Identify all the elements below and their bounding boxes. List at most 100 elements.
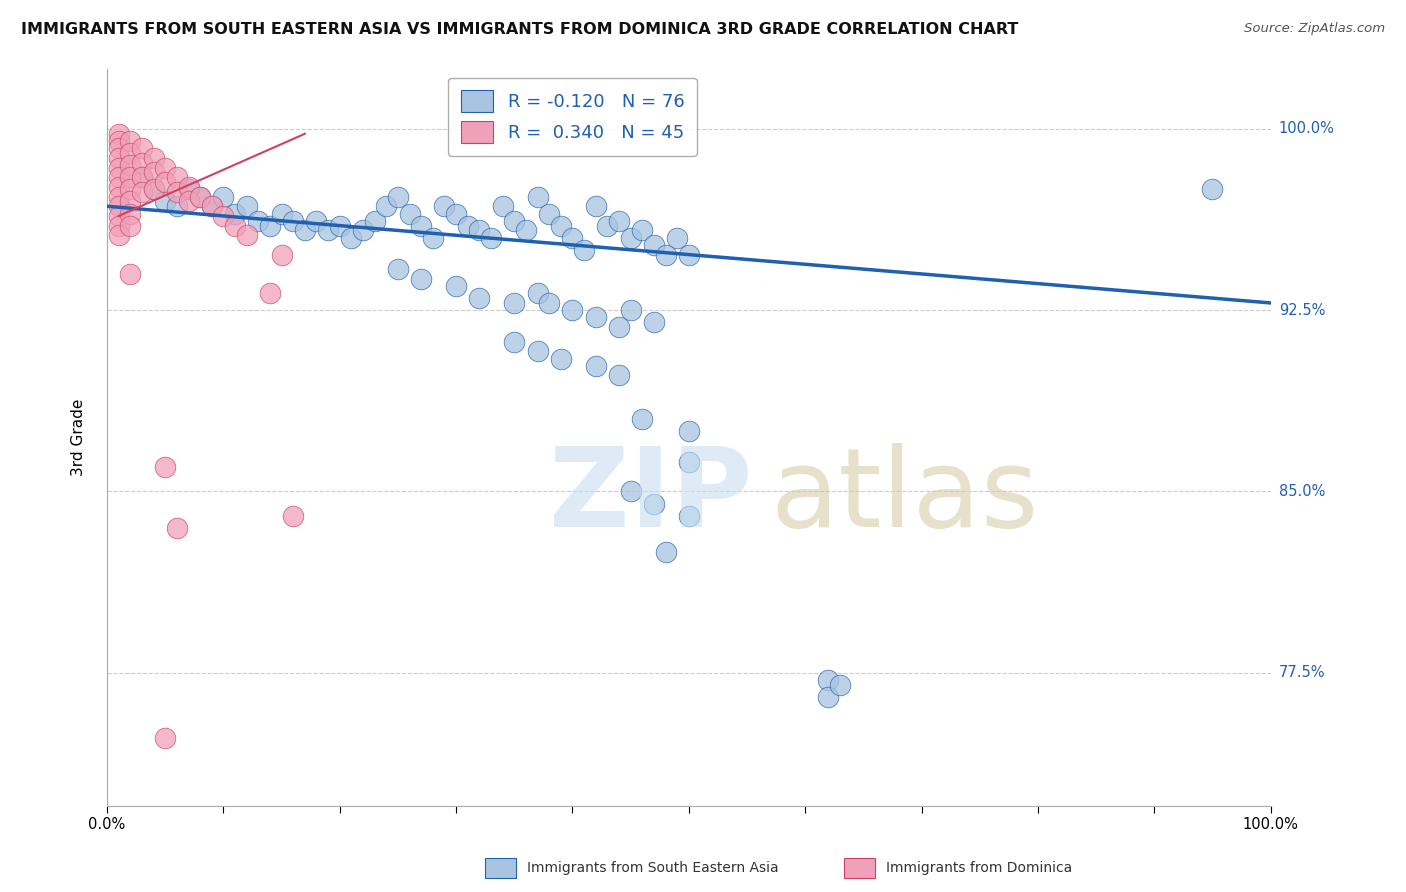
Point (585, 199, 607, 213)
Point (643, 496, 665, 510)
Point (212, 189, 235, 203)
Point (107, 189, 129, 203)
Point (120, 206, 142, 220)
Point (166, 521, 188, 535)
Point (503, 296, 526, 310)
Point (107, 228, 129, 243)
Point (270, 206, 292, 220)
Text: IMMIGRANTS FROM SOUTH EASTERN ASIA VS IMMIGRANTS FROM DOMINICA 3RD GRADE CORRELA: IMMIGRANTS FROM SOUTH EASTERN ASIA VS IM… (21, 22, 1018, 37)
Legend: R = -0.120   N = 76, R =  0.340   N = 45: R = -0.120 N = 76, R = 0.340 N = 45 (449, 78, 697, 156)
Point (596, 219, 619, 233)
Point (620, 484, 643, 499)
Point (631, 412, 654, 426)
Point (107, 209, 129, 223)
Point (131, 170, 153, 185)
Point (177, 194, 200, 209)
Point (550, 219, 572, 233)
Point (1201, 182, 1223, 196)
Point (340, 230, 363, 244)
Point (526, 344, 548, 359)
Text: Immigrants from South Eastern Asia: Immigrants from South Eastern Asia (527, 861, 779, 875)
Point (131, 141, 153, 155)
Point (107, 134, 129, 148)
Point (411, 219, 433, 233)
Point (526, 189, 548, 203)
Point (247, 213, 270, 227)
Point (107, 141, 129, 155)
Point (585, 359, 607, 373)
Point (363, 213, 385, 227)
Point (643, 315, 665, 329)
Text: 77.5%: 77.5% (1279, 665, 1326, 681)
Point (188, 189, 211, 203)
Point (166, 185, 188, 199)
Point (387, 262, 409, 277)
Point (270, 247, 292, 261)
Point (538, 296, 561, 310)
Point (678, 424, 700, 438)
Point (468, 223, 491, 237)
Point (352, 223, 374, 237)
Point (142, 182, 165, 196)
Point (188, 189, 211, 203)
Point (585, 310, 607, 325)
Text: Immigrants from Dominica: Immigrants from Dominica (886, 861, 1071, 875)
Point (259, 219, 281, 233)
Point (643, 238, 665, 252)
Point (515, 223, 537, 237)
Point (817, 673, 839, 687)
Point (107, 219, 129, 233)
Point (120, 182, 142, 196)
Point (107, 180, 129, 194)
Point (422, 230, 444, 244)
Point (572, 243, 595, 257)
Point (526, 286, 548, 301)
Point (107, 199, 129, 213)
Point (387, 189, 409, 203)
Point (155, 460, 177, 475)
Point (120, 194, 142, 209)
Text: ZIP: ZIP (550, 442, 752, 549)
Point (177, 182, 200, 196)
Point (283, 508, 305, 523)
Point (444, 206, 467, 220)
Point (107, 170, 129, 185)
Point (177, 180, 200, 194)
Point (678, 247, 700, 261)
Point (224, 206, 246, 220)
Point (120, 170, 142, 185)
Point (550, 351, 572, 366)
Point (142, 165, 165, 179)
Point (468, 291, 491, 305)
Point (294, 223, 316, 237)
Point (155, 194, 177, 209)
Point (120, 146, 142, 161)
Point (492, 199, 515, 213)
Point (666, 230, 689, 244)
Point (607, 213, 630, 227)
Point (120, 134, 142, 148)
Point (678, 455, 700, 469)
Point (631, 223, 654, 237)
Point (155, 731, 177, 745)
Point (828, 678, 851, 692)
Point (201, 199, 224, 213)
Text: 92.5%: 92.5% (1279, 302, 1326, 318)
Point (235, 199, 257, 213)
Point (155, 175, 177, 189)
Point (678, 508, 700, 523)
Point (142, 151, 165, 165)
Point (620, 303, 643, 318)
Point (375, 199, 398, 213)
Point (107, 151, 129, 165)
Point (131, 185, 153, 199)
Point (444, 279, 467, 293)
Point (561, 303, 583, 318)
Point (538, 206, 561, 220)
Point (107, 127, 129, 141)
Point (503, 213, 526, 227)
Point (201, 199, 224, 213)
Text: 100.0%: 100.0% (1279, 121, 1334, 136)
Point (259, 286, 281, 301)
Point (457, 219, 479, 233)
